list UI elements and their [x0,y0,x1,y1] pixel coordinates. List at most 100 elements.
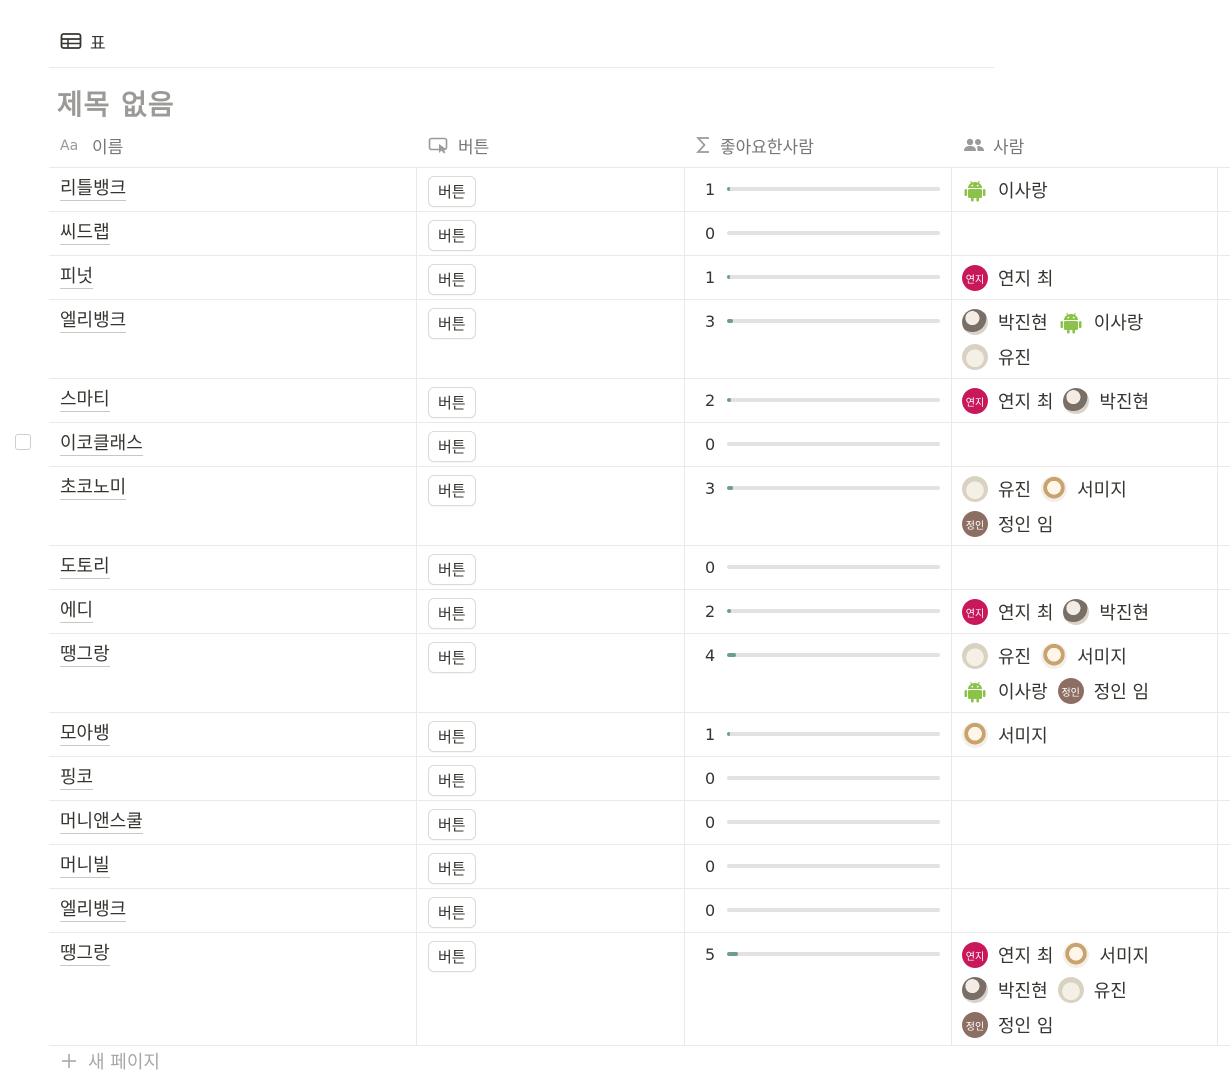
person-chip[interactable]: 이사랑 [962,177,1048,203]
row-action-button[interactable]: 버튼 [428,941,476,972]
column-header-people[interactable]: 사람 [952,123,1218,167]
row-action-button[interactable]: 버튼 [428,431,476,462]
table-row[interactable]: 리틀뱅크 버튼 1 이사랑 [49,168,1230,212]
person-chip[interactable]: 연지 연지 최 [962,599,1053,625]
page-title-link[interactable]: 에디 [60,600,94,623]
row-action-button[interactable]: 버튼 [428,308,476,339]
row-action-button[interactable]: 버튼 [428,176,476,207]
person-chip[interactable]: 박진현 [1063,599,1149,625]
page-title-link[interactable]: 모아뱅 [60,723,110,746]
new-page-button[interactable]: 새 페이지 [60,1048,160,1074]
person-chip[interactable]: 박진현 [962,977,1048,1003]
person-chip[interactable]: 연지 연지 최 [962,388,1053,414]
cell-people[interactable] [952,423,1218,466]
column-header-button[interactable]: 버튼 [417,123,685,167]
cell-likes[interactable]: 0 [685,801,952,844]
cell-likes[interactable]: 2 [685,379,952,422]
page-title-link[interactable]: 머니앤스쿨 [60,811,143,834]
person-chip[interactable]: 이사랑 [962,678,1048,704]
cell-people[interactable]: 이사랑 [952,168,1218,211]
cell-likes[interactable]: 0 [685,889,952,932]
cell-name[interactable]: 피넛 [49,256,417,299]
person-chip[interactable]: 연지 연지 최 [962,942,1053,968]
row-action-button[interactable]: 버튼 [428,897,476,928]
cell-name[interactable]: 땡그랑 [49,933,417,1045]
cell-name[interactable]: 엘리뱅크 [49,300,417,378]
cell-likes[interactable]: 1 [685,713,952,756]
table-row[interactable]: 머니빌 버튼 0 [49,845,1230,889]
cell-name[interactable]: 이코클래스 [49,423,417,466]
person-chip[interactable]: 서미지 [1041,643,1127,669]
column-header-likes[interactable]: 좋아요한사람 [685,123,952,167]
cell-likes[interactable]: 0 [685,546,952,589]
page-title-link[interactable]: 피넛 [60,266,94,289]
person-chip[interactable]: 정인 정인 임 [962,511,1053,537]
cell-people[interactable] [952,212,1218,255]
row-action-button[interactable]: 버튼 [428,220,476,251]
cell-people[interactable]: 연지 연지 최 [952,256,1218,299]
person-chip[interactable]: 유진 [962,344,1031,370]
page-title-link[interactable]: 스마티 [60,389,110,412]
table-row[interactable]: 초코노미 버튼 3 유진 서미지 정인 정인 임 [49,467,1230,546]
table-row[interactable]: 에디 버튼 2 연지 연지 최 박진현 [49,590,1230,634]
cell-likes[interactable]: 1 [685,168,952,211]
page-title-link[interactable]: 씨드랩 [60,222,110,245]
row-action-button[interactable]: 버튼 [428,554,476,585]
cell-name[interactable]: 머니빌 [49,845,417,888]
cell-people[interactable]: 서미지 [952,713,1218,756]
person-chip[interactable]: 유진 [962,643,1031,669]
person-chip[interactable]: 서미지 [1041,476,1127,502]
cell-people[interactable]: 연지 연지 최 박진현 [952,590,1218,633]
cell-people[interactable] [952,889,1218,932]
cell-name[interactable]: 땡그랑 [49,634,417,712]
table-row[interactable]: 씨드랩 버튼 0 [49,212,1230,256]
table-row[interactable]: 머니앤스쿨 버튼 0 [49,801,1230,845]
row-action-button[interactable]: 버튼 [428,642,476,673]
page-title-link[interactable]: 초코노미 [60,477,127,500]
table-row[interactable]: 엘리뱅크 버튼 0 [49,889,1230,933]
cell-likes[interactable]: 1 [685,256,952,299]
person-chip[interactable]: 연지 연지 최 [962,265,1053,291]
row-action-button[interactable]: 버튼 [428,765,476,796]
cell-likes[interactable]: 0 [685,212,952,255]
cell-likes[interactable]: 3 [685,300,952,378]
person-chip[interactable]: 서미지 [962,722,1048,748]
person-chip[interactable]: 박진현 [962,309,1048,335]
cell-name[interactable]: 에디 [49,590,417,633]
cell-likes[interactable]: 0 [685,423,952,466]
cell-people[interactable] [952,845,1218,888]
view-tab-table[interactable]: 표 [60,26,106,56]
cell-name[interactable]: 씨드랩 [49,212,417,255]
person-chip[interactable]: 서미지 [1063,942,1149,968]
person-chip[interactable]: 유진 [962,476,1031,502]
cell-likes[interactable]: 0 [685,845,952,888]
column-header-name[interactable]: Aa 이름 [60,137,124,158]
cell-name[interactable]: 초코노미 [49,467,417,545]
page-title-link[interactable]: 리틀뱅크 [60,178,127,201]
person-chip[interactable]: 정인 정인 임 [1057,678,1149,704]
person-chip[interactable]: 유진 [1057,977,1127,1003]
cell-name[interactable]: 스마티 [49,379,417,422]
table-row[interactable]: 도토리 버튼 0 [49,546,1230,590]
cell-likes[interactable]: 2 [685,590,952,633]
page-title-link[interactable]: 엘리뱅크 [60,899,127,922]
row-select-checkbox[interactable] [15,434,31,450]
row-action-button[interactable]: 버튼 [428,387,476,418]
table-row[interactable]: 땡그랑 버튼 5 연지 연지 최 서미지 박진현 유진 정인 정인 임 [49,933,1230,1046]
row-action-button[interactable]: 버튼 [428,721,476,752]
table-row[interactable]: 핑코 버튼 0 [49,757,1230,801]
cell-name[interactable]: 리틀뱅크 [49,168,417,211]
row-action-button[interactable]: 버튼 [428,475,476,506]
cell-people[interactable]: 연지 연지 최 박진현 [952,379,1218,422]
person-chip[interactable]: 이사랑 [1058,309,1143,335]
cell-people[interactable]: 연지 연지 최 서미지 박진현 유진 정인 정인 임 [952,933,1218,1045]
cell-likes[interactable]: 4 [685,634,952,712]
page-title-link[interactable]: 땡그랑 [60,644,110,667]
table-row[interactable]: 피넛 버튼 1 연지 연지 최 [49,256,1230,300]
cell-name[interactable]: 머니앤스쿨 [49,801,417,844]
